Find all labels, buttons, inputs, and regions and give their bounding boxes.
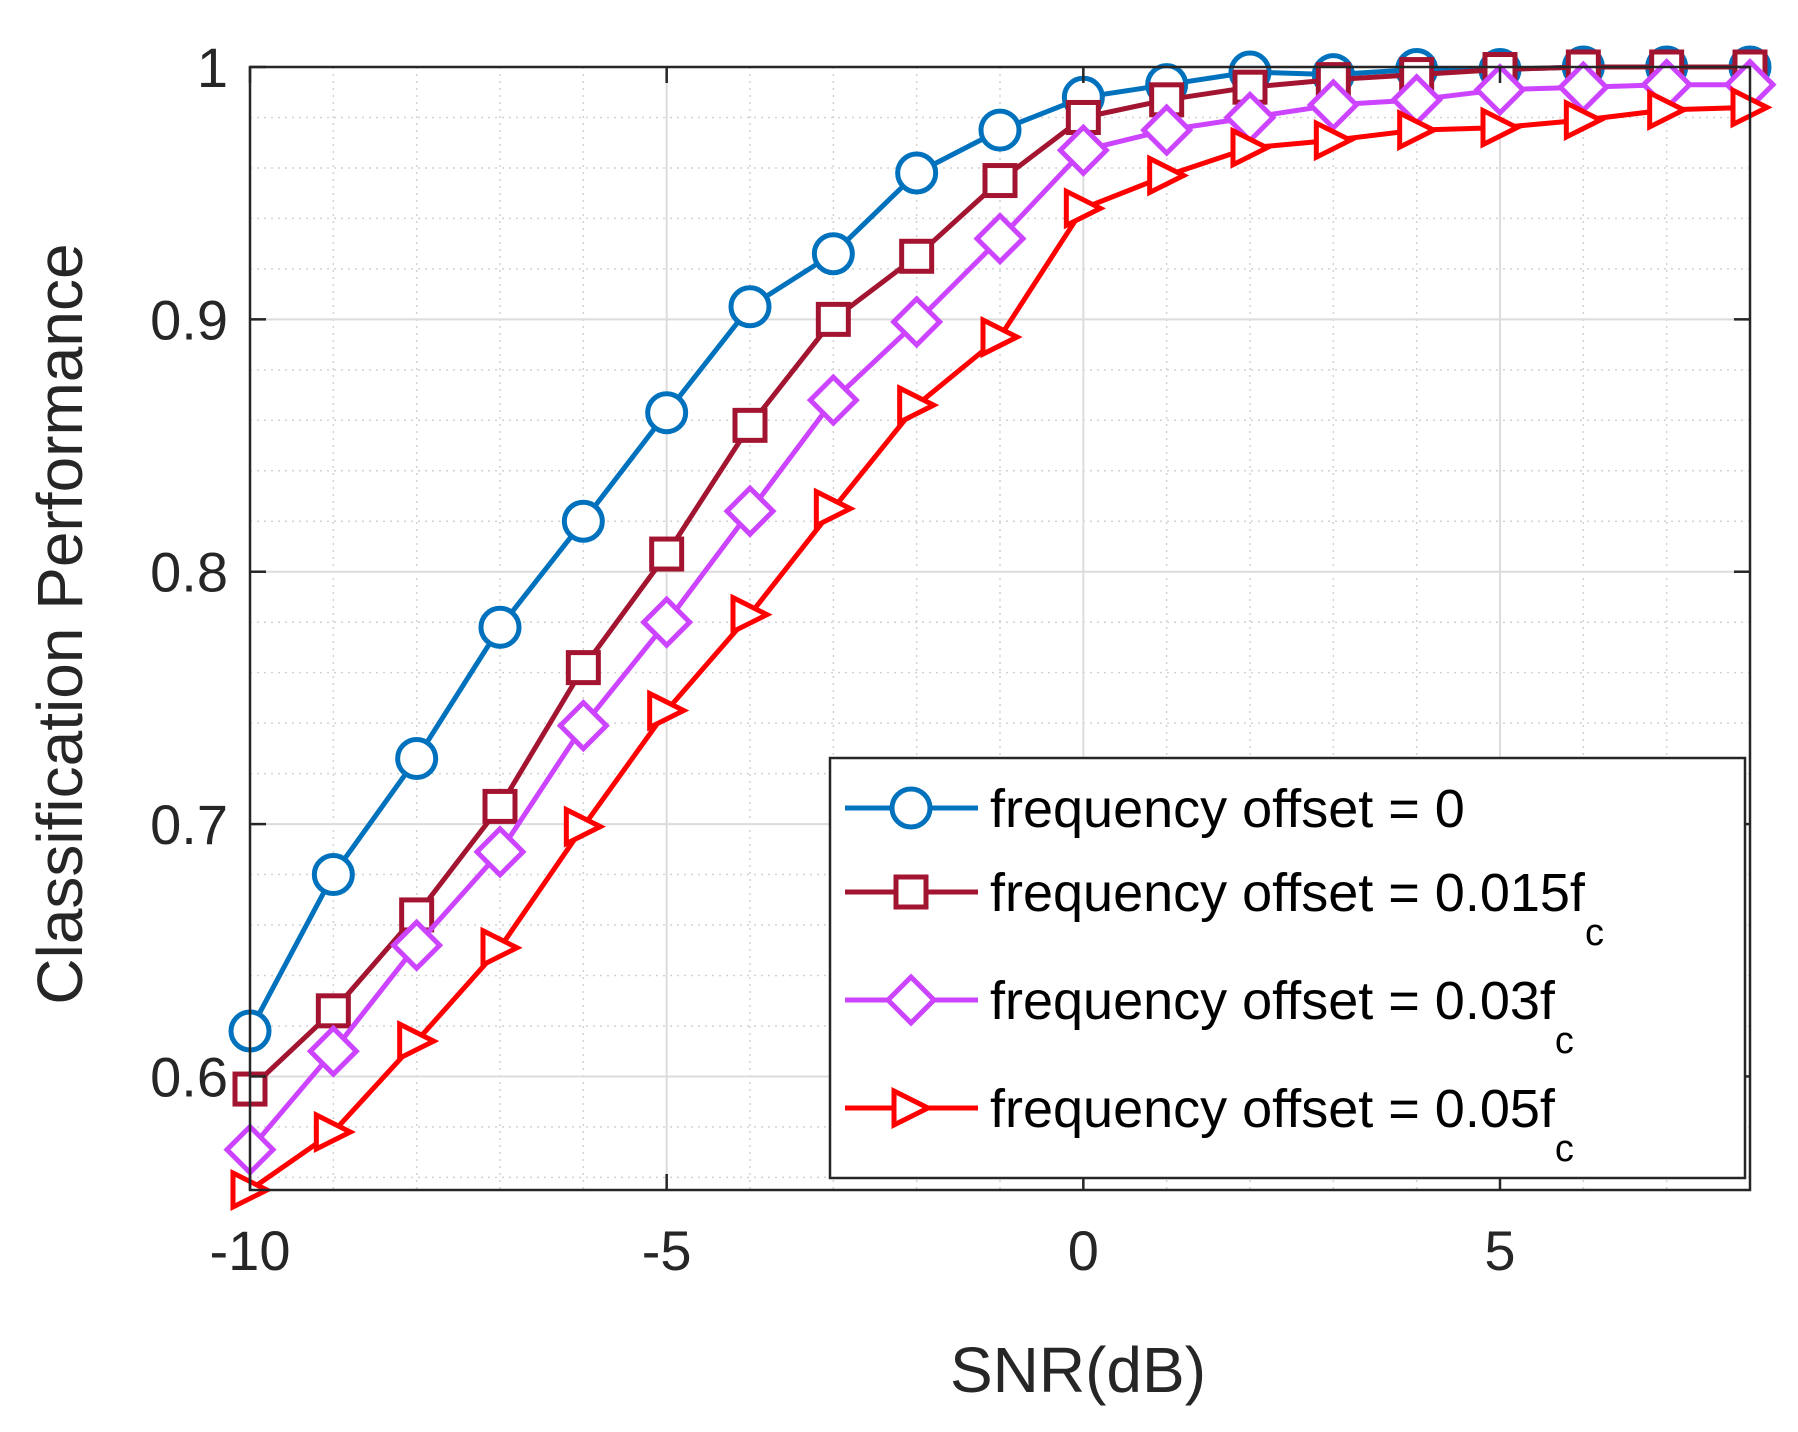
legend-label: frequency offset = 0.03fc [990, 971, 1574, 1062]
data-point [311, 853, 355, 897]
legend-label-subscript: c [1555, 1020, 1574, 1062]
data-point [890, 295, 944, 349]
data-point [480, 926, 523, 969]
data-point [563, 805, 606, 848]
data-point [482, 788, 518, 824]
legend-item-1: frequency offset = 0 [845, 779, 1465, 839]
data-point [813, 487, 856, 530]
data-point [899, 238, 935, 274]
data-point [306, 1024, 360, 1078]
data-point [1056, 123, 1110, 177]
x-tick-label: -5 [642, 1219, 692, 1282]
legend-label: frequency offset = 0.05fc [990, 1079, 1574, 1170]
data-point [732, 407, 768, 443]
data-point [647, 689, 690, 732]
x-tick-label: 5 [1484, 1219, 1515, 1282]
data-point [1063, 187, 1106, 230]
legend-item-4: frequency offset = 0.05fc [845, 1079, 1574, 1170]
data-point [565, 650, 601, 686]
y-axis-label: Classification Performance [24, 243, 96, 1004]
data-point [649, 536, 685, 572]
data-point [980, 315, 1023, 359]
axes-box [248, 65, 1752, 1192]
y-tick-label: 1 [197, 36, 228, 99]
legend-marker [893, 874, 929, 910]
y-tick-label: 0.9 [150, 288, 228, 351]
data-point [556, 699, 610, 753]
data-point [313, 1110, 356, 1154]
data-point [1563, 98, 1606, 142]
legend-item-3: frequency offset = 0.03fc [845, 971, 1574, 1062]
data-point [811, 232, 855, 276]
data-point [806, 373, 860, 427]
data-point [973, 212, 1027, 266]
data-point [895, 151, 939, 195]
data-point [1306, 78, 1360, 132]
data-point [730, 593, 773, 636]
data-point [723, 484, 777, 538]
data-point [1147, 154, 1190, 197]
y-tick-label: 0.6 [150, 1045, 228, 1108]
data-point [1480, 106, 1523, 149]
legend-marker [884, 973, 938, 1027]
data-point [390, 918, 444, 972]
tick-labels: -10 -5 0 5 0.6 0.7 0.8 0.9 1 [150, 36, 1515, 1282]
data-point [640, 595, 694, 649]
legend-item-2: frequency offset = 0.015fc [845, 863, 1604, 954]
series-layer [223, 45, 1777, 1212]
data-point [1230, 126, 1273, 169]
data-point [1473, 63, 1527, 117]
legend-label-subscript: c [1585, 912, 1604, 954]
legend: frequency offset = 0 frequency offset = 0… [828, 756, 1747, 1180]
series-3 [223, 58, 1777, 1177]
x-tick-label: 0 [1068, 1219, 1099, 1282]
legend-marker [891, 1086, 934, 1130]
legend-box [828, 756, 1747, 1180]
data-point [1140, 103, 1194, 157]
data-point [1647, 88, 1690, 131]
data-point [815, 301, 851, 337]
x-axis-label: SNR(dB) [950, 1334, 1206, 1406]
legend-label-subscript: c [1555, 1128, 1574, 1170]
data-point [315, 993, 351, 1029]
data-point [473, 825, 527, 879]
data-point [982, 163, 1018, 199]
data-point [1397, 109, 1440, 152]
data-point [478, 605, 522, 649]
data-point [1313, 119, 1356, 162]
y-tick-label: 0.7 [150, 793, 228, 856]
legend-label-main: frequency offset = 0.03f [990, 971, 1556, 1031]
y-tick-label: 0.8 [150, 541, 228, 604]
legend-label-main: frequency offset = 0.015f [990, 863, 1586, 923]
legend-marker [889, 786, 933, 830]
legend-label: frequency offset = 0 [990, 779, 1465, 839]
x-tick-label: -10 [210, 1219, 291, 1282]
data-point [397, 1020, 440, 1063]
legend-label-main: frequency offset = 0 [990, 779, 1465, 839]
data-point [978, 108, 1022, 152]
data-point [645, 391, 689, 435]
data-point [395, 736, 439, 780]
data-point [728, 285, 772, 329]
data-point [561, 499, 605, 543]
data-point [897, 384, 940, 427]
legend-label-main: frequency offset = 0.05f [990, 1079, 1556, 1139]
legend-label: frequency offset = 0.015fc [990, 863, 1604, 954]
